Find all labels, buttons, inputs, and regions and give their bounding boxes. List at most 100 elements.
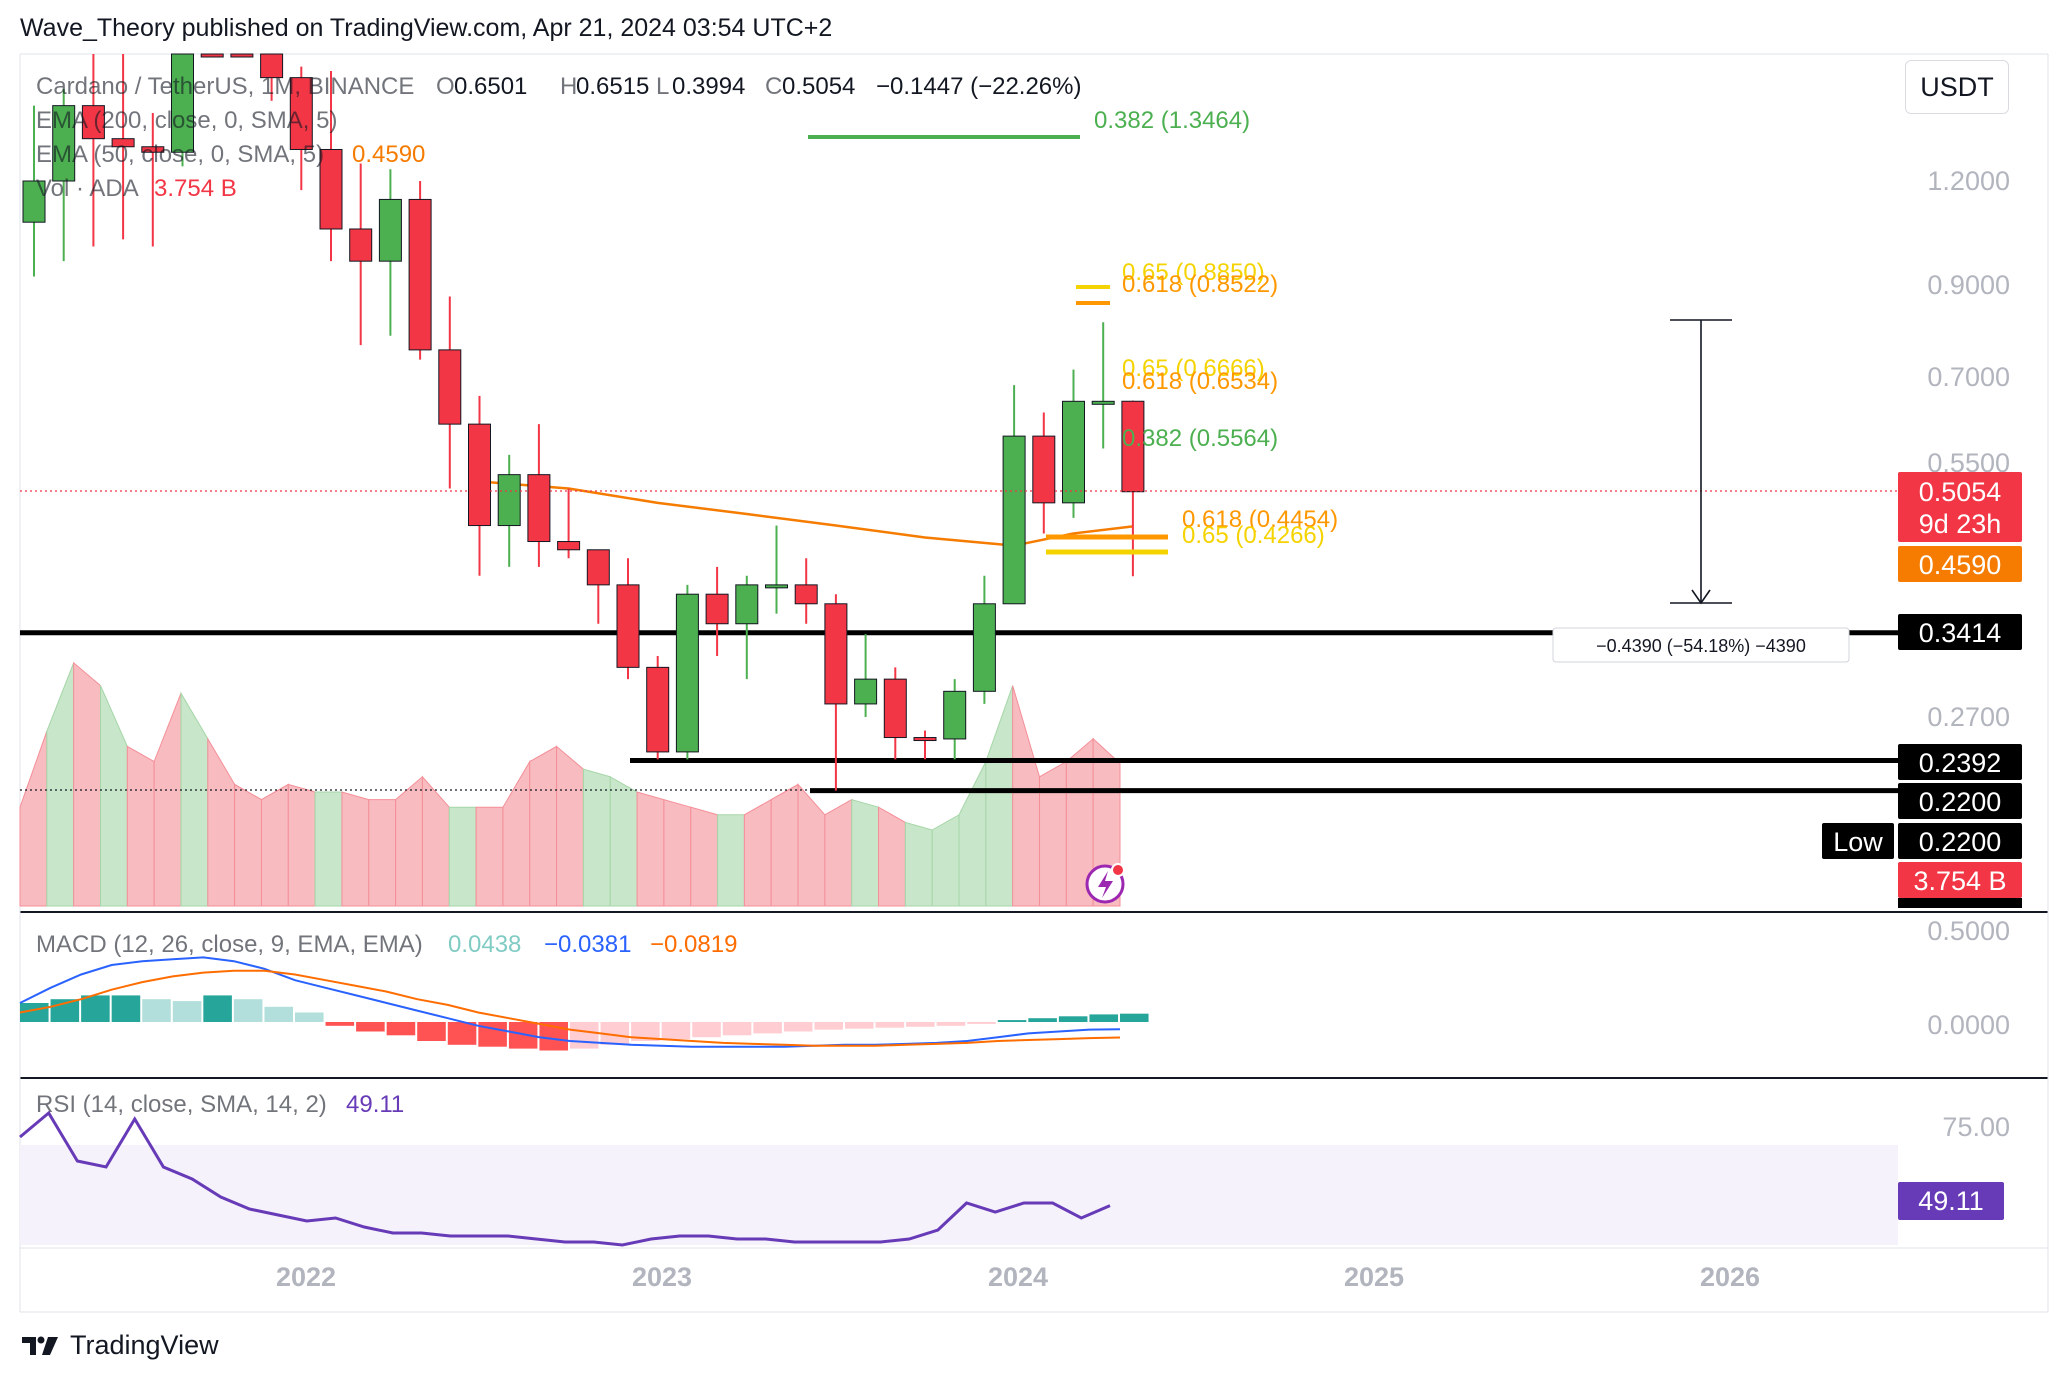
macd-histogram-bar [1089,1014,1118,1022]
low-label-bg [1822,823,1894,859]
macd-legend-hist: 0.0438 [448,931,521,958]
ema50-badge: 0.4590 [1919,550,2002,580]
header-text: Wave_Theory published on TradingView.com… [20,14,833,42]
macd-histogram-bar [692,1022,721,1038]
countdown-badge: 9d 23h [1919,509,2002,539]
candle-body [794,584,818,605]
time-tick: 2022 [276,1262,336,1292]
volume-legend[interactable]: Vol · ADA [36,175,139,202]
volume-badge: 3.754 B [1913,866,2006,896]
candle-body [289,77,313,150]
candle-body [1121,400,1145,493]
ohlc-open: 0.6501 [454,73,527,100]
support-3-badge: 0.2200 [1919,787,2002,817]
price-badges: 0.5054 9d 23h 0.4590 0.3414 0.2392 0.220… [1822,472,2022,1220]
measure-tool[interactable]: −0.4390 (−54.18%) −4390 [1552,319,1850,663]
volume-area-segment [609,775,638,907]
volume-area-segment [1039,760,1067,907]
macd-histogram-bar [631,1022,660,1041]
macd-histogram-bar [661,1022,691,1040]
candle-body [111,138,135,148]
ema50-legend-value: 0.4590 [352,141,425,168]
candle-body [171,53,194,153]
candle-body [735,584,759,625]
measure-arrow-head [1691,589,1711,605]
alert-lightning-icon[interactable] [1085,863,1125,904]
candle-body [22,180,46,223]
volume-area-segment [556,745,584,907]
price-axis[interactable]: 1.2000 0.9000 0.7000 0.5500 0.2700 0.500… [1927,166,2010,1142]
volume-area-segment [851,798,880,907]
candle-body [557,541,581,551]
ohlc-l-label: L [656,73,669,100]
candle-body [527,474,551,543]
last-price-badge-bg [1898,472,2022,542]
volume-area-segment [985,685,1014,907]
fib-065-low-label: 0.65 (0.4266) [1182,522,1325,549]
ohlc-c-label: C [765,73,782,100]
macd-tick: 0.0000 [1927,1010,2010,1040]
candle-body [81,105,105,140]
macd-histogram-bar [997,1020,1027,1022]
volume-area-segment [743,798,772,907]
volume-area-segment [341,791,370,907]
rsi-layer [19,1110,1111,1247]
volume-area-segment [502,759,531,907]
candle-body [1002,435,1026,605]
signal-line [19,969,1121,1047]
footer-brand[interactable]: TradingView [20,1330,219,1361]
volume-area-segment [314,791,343,907]
candle-body [52,105,76,182]
candle-body [675,593,699,753]
volume-area-segment [287,783,316,907]
price-tick: 0.2700 [1927,702,2010,732]
volume-area-segment [1012,685,1041,907]
candle-body [378,198,402,262]
candle-body [200,53,224,58]
macd-legend-label[interactable]: MACD (12, 26, close, 9, EMA, EMA) [36,931,423,958]
price-tick: 1.2000 [1927,166,2010,196]
volume-badge-underline [1898,898,2022,908]
support-1-badge-bg [1898,614,2022,650]
volume-area-segment [770,783,799,907]
fib-labels: 0.382 (1.3464) 0.65 (0.8850) 0.618 (0.85… [1094,107,1338,549]
time-tick: 2023 [632,1262,692,1292]
ema200-legend[interactable]: EMA (200, close, 0, SMA, 5) [36,107,337,134]
currency-selector[interactable]: USDT [1905,60,2009,114]
ema50-legend[interactable]: EMA (50, close, 0, SMA, 5) [36,141,324,168]
volume-area-segment [475,806,504,907]
volume-area-segment [690,806,719,907]
macd-histogram-bar [264,1006,293,1022]
price-legend: Cardano / TetherUS, 1M, BINANCE O 0.6501… [36,73,1082,202]
candle-body [943,690,967,740]
volume-area-segment [46,662,75,907]
candle-body [497,474,521,527]
volume-area-segment [958,761,987,907]
macd-histogram-bar [81,995,110,1022]
candle-body [260,53,284,79]
candle-body [824,603,848,705]
rsi-badge: 49.11 [1918,1186,1984,1216]
rsi-band [20,1145,1898,1245]
macd-histogram-bar [875,1022,905,1028]
volume-area-segment [904,821,933,907]
macd-tick: 0.5000 [1927,916,2010,946]
macd-histogram-bar [111,995,141,1022]
macd-histogram-bar [447,1022,477,1045]
macd-histogram-bar [570,1022,599,1049]
macd-layer [19,956,1149,1051]
candle-body [468,423,491,527]
rsi-legend-label[interactable]: RSI (14, close, SMA, 14, 2) [36,1091,327,1118]
macd-histogram-bar [722,1022,752,1036]
time-axis[interactable]: 2022 2023 2024 2025 2026 [276,1262,1760,1292]
symbol-label[interactable]: Cardano / TetherUS, 1M, BINANCE [36,73,414,100]
macd-histogram-bar [417,1022,446,1041]
candle-body [438,349,462,425]
volume-area-segment [878,806,906,907]
macd-histogram-bar [783,1022,813,1032]
macd-histogram-bar [386,1022,416,1036]
volume-area-segment [421,775,450,907]
time-tick: 2026 [1700,1262,1760,1292]
ohlc-change: −0.1447 (−22.26%) [876,73,1082,100]
